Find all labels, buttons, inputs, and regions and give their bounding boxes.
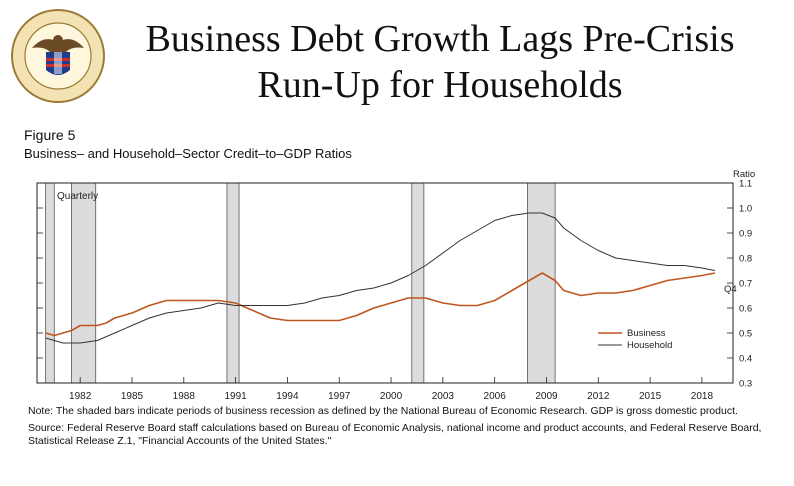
y-tick-label: 0.3 <box>739 379 752 390</box>
x-tick-label: 2018 <box>691 391 714 402</box>
x-tick-label: 1982 <box>69 391 92 402</box>
legend-label-household: Household <box>627 340 672 351</box>
legend-label-business: Business <box>627 328 666 339</box>
federal-reserve-seal <box>11 9 105 103</box>
source-text: Source: Federal Reserve Board staff calc… <box>28 421 762 448</box>
figure-label: Figure 5 <box>24 127 76 143</box>
recession-bar-2 <box>226 182 240 384</box>
x-tick-label: 2015 <box>639 391 662 402</box>
y-tick-label: 0.4 <box>739 354 752 365</box>
x-tick-label: 2012 <box>587 391 610 402</box>
y-axis-label: Ratio <box>733 169 755 180</box>
recession-bar-1 <box>71 182 97 384</box>
x-tick-label: 1991 <box>224 391 247 402</box>
note-text: Note: The shaded bars indicate periods o… <box>28 405 738 417</box>
x-tick-label: 1985 <box>121 391 144 402</box>
series-lines <box>45 212 716 344</box>
y-tick-label: 1.1 <box>739 179 752 190</box>
recession-bar-0 <box>45 182 55 384</box>
x-tick-label: 2009 <box>535 391 558 402</box>
x-tick-label: 2003 <box>432 391 455 402</box>
recession-bars <box>45 182 556 384</box>
y-tick-label: 0.6 <box>739 304 752 315</box>
plot-frame <box>36 182 734 384</box>
series-line-household <box>45 212 715 344</box>
figure-notes: Note: The shaded bars indicate periods o… <box>28 405 773 449</box>
end-period-label: Q4 <box>724 284 737 295</box>
frequency-label: Quarterly <box>57 191 98 202</box>
x-tick-label: 1994 <box>276 391 299 402</box>
y-tick-label: 0.7 <box>739 279 752 290</box>
y-tick-label: 0.9 <box>739 229 752 240</box>
y-tick-label: 0.5 <box>739 329 752 340</box>
series-line-business <box>45 272 716 337</box>
x-tick-label: 2006 <box>484 391 507 402</box>
x-tick-label: 1997 <box>328 391 351 402</box>
figure-subtitle: Business– and Household–Sector Credit–to… <box>24 146 352 161</box>
axis-labels: 0.3 0.4 0.5 0.6 0.7 0.8 0.9 1.0 1.1 1982 1985 1988 1… <box>69 179 752 403</box>
page-title: Business Debt Growth Lags Pre-Crisis Run… <box>145 18 735 106</box>
axis-ticks <box>37 182 733 384</box>
x-tick-label: 1988 <box>173 391 196 402</box>
x-tick-label: 2000 <box>380 391 403 402</box>
legend: Business Household <box>598 328 672 351</box>
y-tick-label: 1.0 <box>739 204 752 215</box>
y-tick-label: 0.8 <box>739 254 752 265</box>
recession-bar-3 <box>411 182 425 384</box>
